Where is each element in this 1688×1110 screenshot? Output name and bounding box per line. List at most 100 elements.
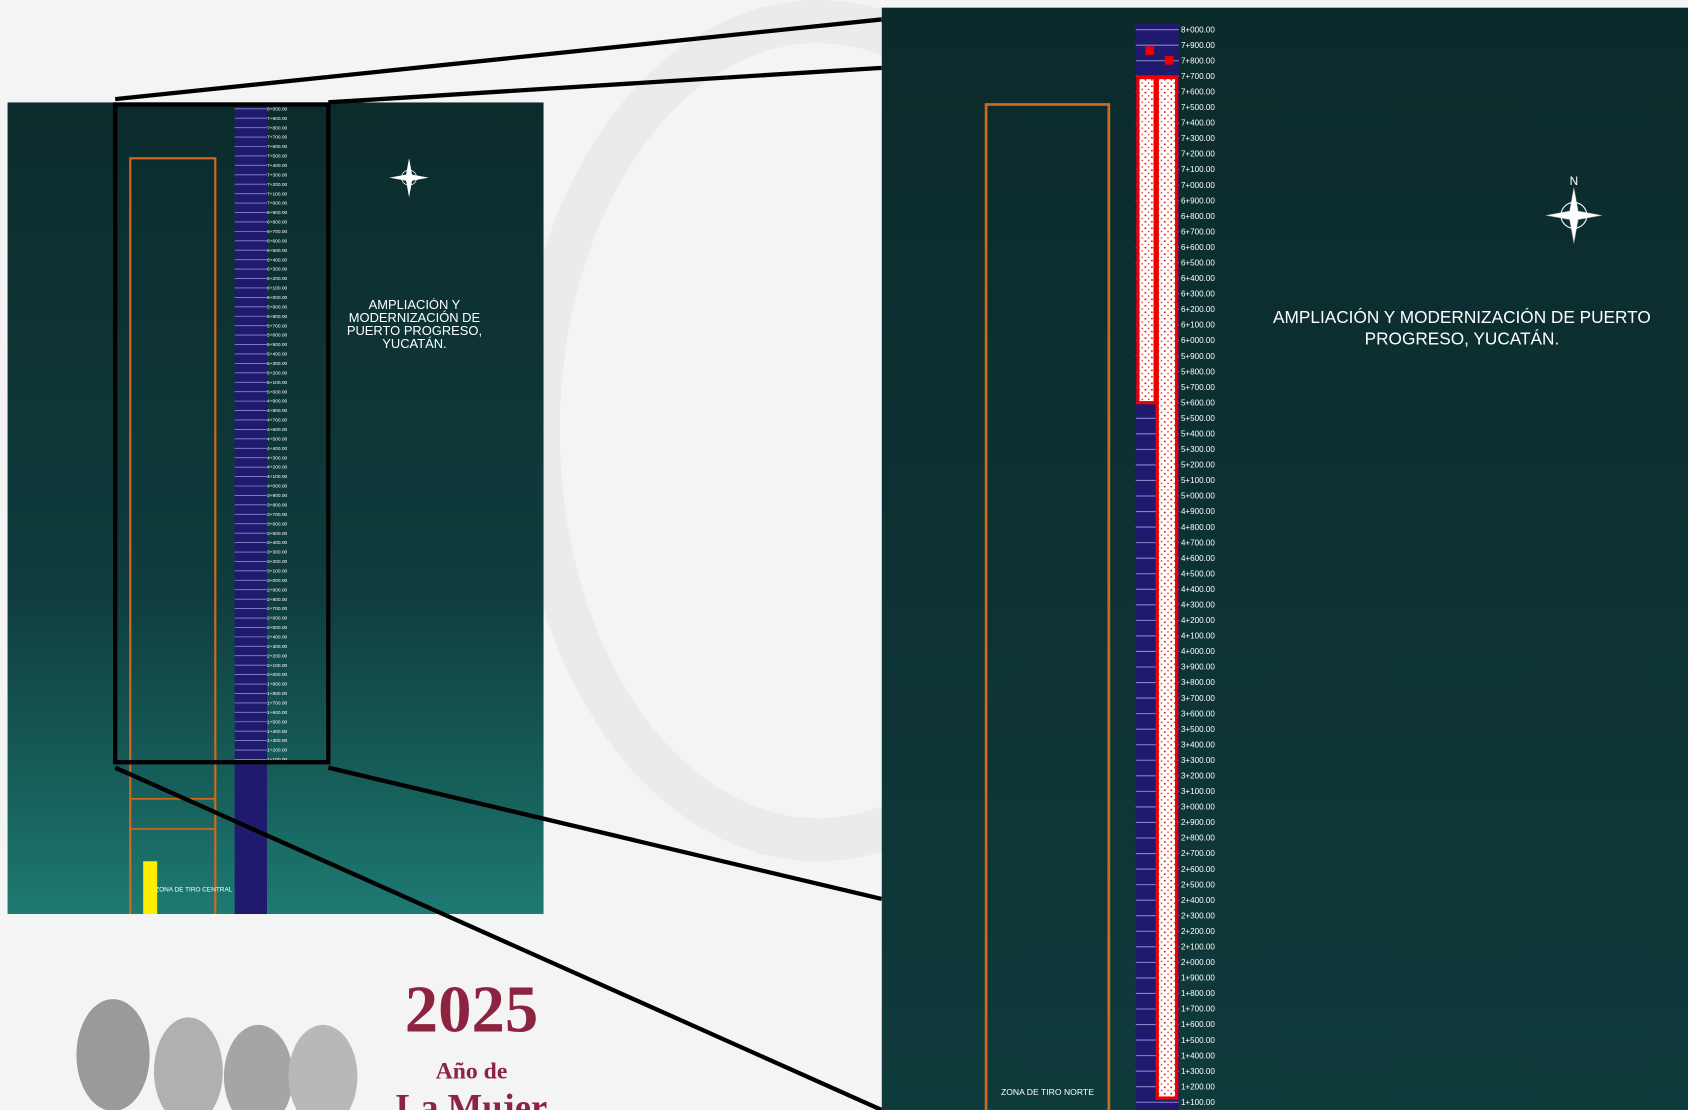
station-label: 2+100.00	[267, 663, 288, 669]
station-label: 2+200.00	[1181, 927, 1215, 936]
marker	[1164, 56, 1174, 65]
station-label: 1+700.00	[267, 701, 288, 707]
station-label: 8+000.00	[1181, 25, 1215, 34]
station-label: 2+100.00	[1181, 943, 1215, 952]
dredge-area	[1155, 75, 1179, 1100]
station-label: 3+700.00	[1181, 694, 1215, 703]
station-label: 4+800.00	[267, 408, 288, 414]
logo: 2025 Año de La Mujer	[76, 973, 547, 1110]
map-background	[7, 102, 544, 915]
station-label: 7+900.00	[1181, 41, 1215, 50]
station-label: 4+100.00	[267, 474, 288, 480]
station-label: 3+600.00	[267, 521, 288, 527]
station-label: 4+200.00	[1181, 616, 1215, 625]
station-label: 1+300.00	[1181, 1067, 1215, 1076]
station-label: 5+500.00	[1181, 414, 1215, 423]
station-label: 5+600.00	[267, 333, 288, 339]
station-label: 3+800.00	[267, 502, 288, 508]
station-label: 7+000.00	[267, 201, 288, 207]
station-label: 6+700.00	[267, 229, 288, 235]
station-label: 6+700.00	[1181, 227, 1215, 236]
station-label: 5+300.00	[1181, 445, 1215, 454]
station-label: 4+800.00	[1181, 523, 1215, 532]
station-label: 7+400.00	[1181, 119, 1215, 128]
station-labels: 8+000.00 7+900.00 7+800.00 7+700.00 7+600.00…	[234, 106, 288, 763]
station-label: 2+000.00	[1181, 958, 1215, 967]
station-label: 3+500.00	[267, 531, 288, 537]
station-label: 3+400.00	[267, 540, 288, 546]
station-label: 4+000.00	[267, 484, 288, 490]
station-label: 2+400.00	[1181, 896, 1215, 905]
station-label: 1+700.00	[1181, 1005, 1215, 1014]
station-label: 5+000.00	[1181, 492, 1215, 501]
station-label: 6+300.00	[1181, 290, 1215, 299]
yellow-zone	[143, 861, 158, 915]
station-label: 1+800.00	[1181, 989, 1215, 998]
station-label: 4+700.00	[267, 418, 288, 424]
station-label: 3+500.00	[1181, 725, 1215, 734]
station-label: 7+700.00	[267, 135, 288, 141]
station-label: 4+300.00	[1181, 601, 1215, 610]
station-label: 7+600.00	[267, 144, 288, 150]
station-label: 5+500.00	[267, 342, 288, 348]
zoom-line	[328, 65, 882, 105]
zoom-line	[327, 765, 883, 902]
station-label: 2+500.00	[1181, 880, 1215, 889]
zone-label: ZONA DE TIRO CENTRAL	[155, 886, 233, 893]
station-label: 2+600.00	[1181, 865, 1215, 874]
station-label: 7+300.00	[1181, 134, 1215, 143]
station-label: 1+500.00	[1181, 1036, 1215, 1045]
station-label: 3+400.00	[1181, 740, 1215, 749]
station-label: 4+400.00	[267, 446, 288, 452]
zoom-line	[114, 765, 883, 1110]
station-label: 7+100.00	[267, 191, 288, 197]
logo-text: La Mujer	[396, 1087, 547, 1110]
station-label: 2+700.00	[1181, 849, 1215, 858]
map-title: AMPLIACIÓN Y MODERNIZACIÓN DE PUERTO PRO…	[346, 298, 483, 351]
station-label: 1+100.00	[1181, 1098, 1215, 1107]
station-label: 2+300.00	[1181, 911, 1215, 920]
station-label: 4+200.00	[267, 465, 288, 471]
station-label: 2+000.00	[267, 672, 288, 678]
station-label: 1+400.00	[267, 729, 288, 735]
station-label: 1+600.00	[267, 710, 288, 716]
station-label: 6+800.00	[1181, 212, 1215, 221]
station-label: 3+800.00	[1181, 678, 1215, 687]
station-label: 5+100.00	[267, 380, 288, 386]
station-label: 7+600.00	[1181, 88, 1215, 97]
station-label: 1+800.00	[267, 691, 288, 697]
station-label: 1+200.00	[267, 748, 288, 754]
station-label: 6+000.00	[267, 295, 288, 301]
station-label: 2+900.00	[1181, 818, 1215, 827]
station-label: 4+500.00	[267, 436, 288, 442]
station-label: 5+200.00	[267, 370, 288, 376]
station-label: 5+700.00	[267, 323, 288, 329]
station-label: 4+700.00	[1181, 538, 1215, 547]
station-label: 5+600.00	[1181, 398, 1215, 407]
station-label: 4+600.00	[267, 427, 288, 433]
zone-label: ZONA DE TIRO NORTE	[1001, 1087, 1094, 1097]
station-label: 8+000.00	[267, 106, 288, 112]
station-label: 4+900.00	[267, 399, 288, 405]
station-label: 3+300.00	[267, 550, 288, 556]
figure	[223, 1024, 293, 1110]
station-label: 5+900.00	[1181, 352, 1215, 361]
north-arrow	[389, 158, 429, 198]
station-label: 3+000.00	[267, 578, 288, 584]
station-label: 7+200.00	[1181, 150, 1215, 159]
station-label: 6+900.00	[267, 210, 288, 216]
station-label: 2+800.00	[267, 597, 288, 603]
station-label: 6+500.00	[267, 248, 288, 254]
station-label: 1+400.00	[1181, 1051, 1215, 1060]
station-label: 4+400.00	[1181, 585, 1215, 594]
station-label: 6+600.00	[1181, 243, 1215, 252]
station-label: 5+400.00	[1181, 430, 1215, 439]
station-label: 6+200.00	[267, 276, 288, 282]
station-label: 7+100.00	[1181, 165, 1215, 174]
station-label: 3+000.00	[1181, 803, 1215, 812]
station-label: 6+000.00	[1181, 336, 1215, 345]
station-label: 1+900.00	[1181, 974, 1215, 983]
station-label: 2+200.00	[267, 653, 288, 659]
station-label: 7+400.00	[267, 163, 288, 169]
